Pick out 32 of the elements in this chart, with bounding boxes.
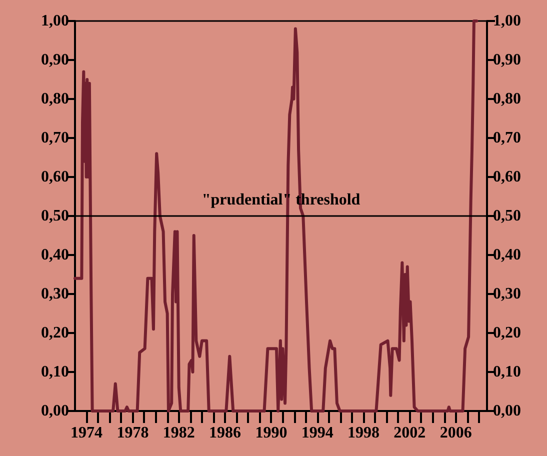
x-tick-label: 1990 (255, 424, 288, 442)
y2-tick-label: 0,70 (493, 130, 521, 146)
y-tick-label: 0,00 (41, 402, 69, 420)
y2-tick-label: 0,00 (493, 402, 521, 420)
y2-tick-label: 1,00 (493, 12, 521, 30)
y-tick-label: 0,50 (41, 208, 69, 224)
y2-tick-label: 0,30 (493, 286, 521, 302)
x-tick-label: 1994 (301, 424, 334, 442)
x-tick-label: 1974 (70, 424, 103, 442)
y-tick-label: 0,40 (41, 246, 69, 264)
x-tick-label: 1986 (209, 424, 242, 442)
x-tick-label: 1982 (162, 424, 195, 442)
y-tick-label: 1,00 (41, 12, 69, 30)
y2-tick-label: 0,40 (493, 246, 521, 264)
y2-tick-label: 0,20 (493, 324, 521, 342)
y-tick-label: 0,90 (41, 52, 69, 68)
y-tick-label: 0,80 (41, 90, 69, 108)
x-tick-label: 1998 (348, 424, 380, 442)
y2-tick-label: 0,80 (493, 90, 521, 108)
y-tick-label: 0,10 (41, 364, 69, 380)
y-tick-label: 0,20 (41, 324, 69, 342)
x-tick-label: 2006 (440, 424, 472, 442)
y-tick-label: 0,60 (41, 168, 69, 186)
x-tick-label: 2002 (394, 424, 426, 442)
y-tick-label: 0,70 (41, 130, 69, 146)
y2-tick-label: 0,10 (493, 364, 521, 380)
y2-tick-label: 0,50 (493, 208, 521, 224)
ref-line-label: "prudential" threshold (202, 192, 360, 208)
y-tick-label: 0,30 (41, 286, 69, 302)
y2-tick-label: 0,90 (493, 52, 521, 68)
x-tick-label: 1978 (116, 424, 149, 442)
y2-tick-label: 0,60 (493, 168, 521, 186)
